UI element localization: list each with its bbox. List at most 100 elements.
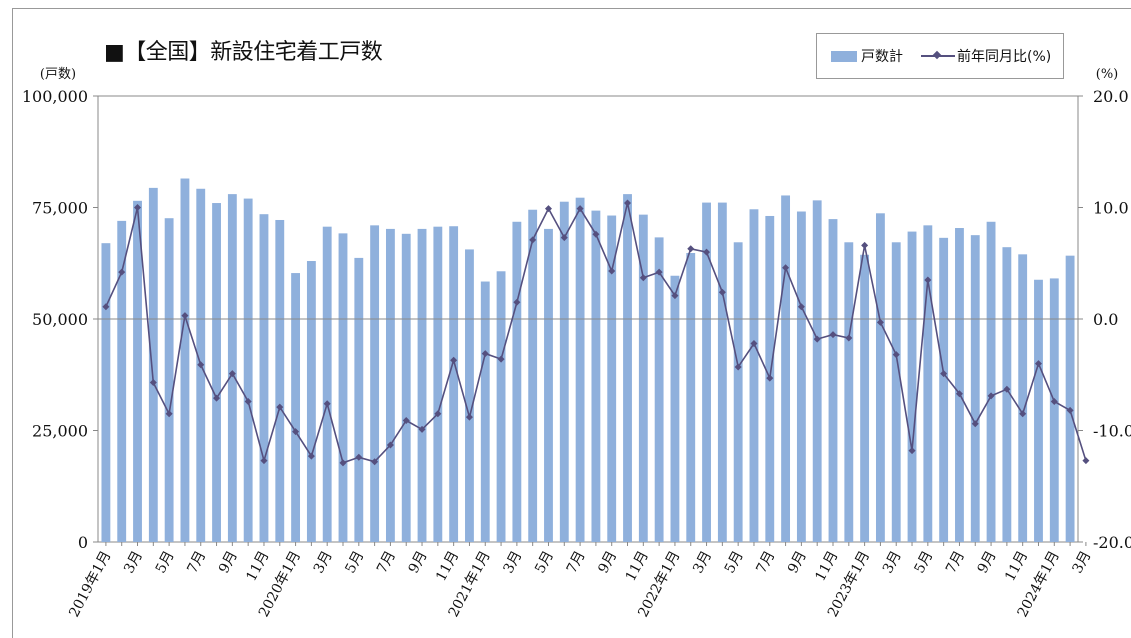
line-point xyxy=(1082,457,1090,465)
line-point xyxy=(497,355,505,363)
legend-label-line: 前年同月比(%) xyxy=(957,49,1052,65)
line-point xyxy=(908,447,916,455)
bar xyxy=(401,233,411,542)
line-point xyxy=(276,403,284,411)
line-point xyxy=(481,350,489,358)
line-point xyxy=(181,312,189,320)
chart-title: ■【全国】新設住宅着工戸数 xyxy=(104,40,383,65)
y-right-tick-label: 0.0 xyxy=(1093,310,1118,329)
bar xyxy=(291,273,301,542)
line-point xyxy=(1034,360,1042,368)
bar xyxy=(923,225,933,542)
bar xyxy=(480,281,490,542)
x-tick-label: 3月 xyxy=(121,548,146,576)
bar xyxy=(370,225,380,542)
bar xyxy=(607,215,617,542)
bar xyxy=(385,228,395,542)
line-point xyxy=(940,370,948,378)
x-tick-label: 11月 xyxy=(433,548,462,584)
x-tick-label: 3月 xyxy=(501,548,526,576)
line-point xyxy=(750,340,758,348)
y-left-unit: (戸数) xyxy=(40,67,76,82)
bar xyxy=(212,203,221,543)
y-right-tick-label: -10.0 xyxy=(1093,422,1131,441)
line-point xyxy=(1019,410,1027,418)
x-tick-label: 11月 xyxy=(812,548,841,584)
line-point xyxy=(465,413,473,421)
x-tick-label: 5月 xyxy=(342,548,367,576)
bar xyxy=(860,254,870,542)
bar xyxy=(243,198,253,542)
line-point xyxy=(228,370,236,378)
bar xyxy=(101,243,111,542)
line-point xyxy=(213,394,221,402)
line-point xyxy=(703,248,711,256)
line-point xyxy=(797,303,805,311)
x-tick-label: 5月 xyxy=(722,548,747,576)
bar xyxy=(702,202,711,542)
line-point xyxy=(165,410,173,418)
legend-bar-swatch xyxy=(831,50,857,62)
line-point xyxy=(576,205,584,213)
bar xyxy=(133,200,142,542)
line-point xyxy=(1003,385,1011,393)
bar xyxy=(259,214,269,542)
bar xyxy=(306,261,316,542)
line-point xyxy=(149,379,157,387)
bar xyxy=(164,218,174,543)
bar xyxy=(781,195,791,542)
line-point xyxy=(782,264,790,272)
bar xyxy=(844,242,854,542)
x-tick-label: 9月 xyxy=(406,548,431,576)
line-point xyxy=(924,276,932,284)
x-tick-label: 9月 xyxy=(975,548,1000,576)
bar xyxy=(733,242,743,542)
plot-area: 0 25,000 50,000 75,000 100,000 -20.0 -10.0 0.0 1… xyxy=(22,67,1131,620)
bar xyxy=(591,210,601,542)
y-right-unit: (%) xyxy=(1096,67,1119,82)
line-point xyxy=(197,361,205,369)
line-point xyxy=(434,410,442,418)
x-tick-label: 9月 xyxy=(595,548,620,576)
y-right-tick-label: 10.0 xyxy=(1093,199,1129,218)
legend-label-bars: 戸数計 xyxy=(861,49,903,65)
line-point xyxy=(892,351,900,359)
bar xyxy=(828,219,838,542)
line-point xyxy=(134,204,142,211)
bar xyxy=(322,226,332,543)
x-tick-label: 5月 xyxy=(153,548,178,576)
legend-item-line: 前年同月比(%) xyxy=(903,46,1051,66)
bar xyxy=(275,219,285,542)
bar xyxy=(180,178,190,542)
line-point xyxy=(766,374,774,382)
line-point xyxy=(307,452,315,460)
bar xyxy=(875,213,885,542)
x-tick-label: 11月 xyxy=(623,548,652,584)
line-point xyxy=(971,420,979,428)
y-left-tick-label: 50,000 xyxy=(32,310,88,329)
line-point xyxy=(592,230,600,238)
x-tick-label: 9月 xyxy=(216,548,241,576)
line-point xyxy=(102,303,110,311)
bar xyxy=(1065,255,1075,542)
bar xyxy=(955,228,964,543)
line-point xyxy=(845,334,853,342)
x-tick-label: 2019年1月 xyxy=(66,548,114,620)
bar xyxy=(623,194,632,542)
line-point xyxy=(386,441,394,449)
bar xyxy=(528,209,538,543)
line-point xyxy=(544,205,552,213)
x-tick-label: 5月 xyxy=(911,548,936,576)
bar xyxy=(970,235,980,543)
bar xyxy=(891,242,901,542)
x-tick-label: 7月 xyxy=(184,548,209,576)
bar xyxy=(1002,247,1012,542)
x-tick-label: 3月 xyxy=(690,548,715,576)
bar xyxy=(465,249,474,542)
x-tick-label: 7月 xyxy=(374,548,399,576)
bar xyxy=(227,194,237,542)
line-point xyxy=(292,428,300,436)
line-point xyxy=(734,363,742,371)
line-point xyxy=(323,400,331,408)
